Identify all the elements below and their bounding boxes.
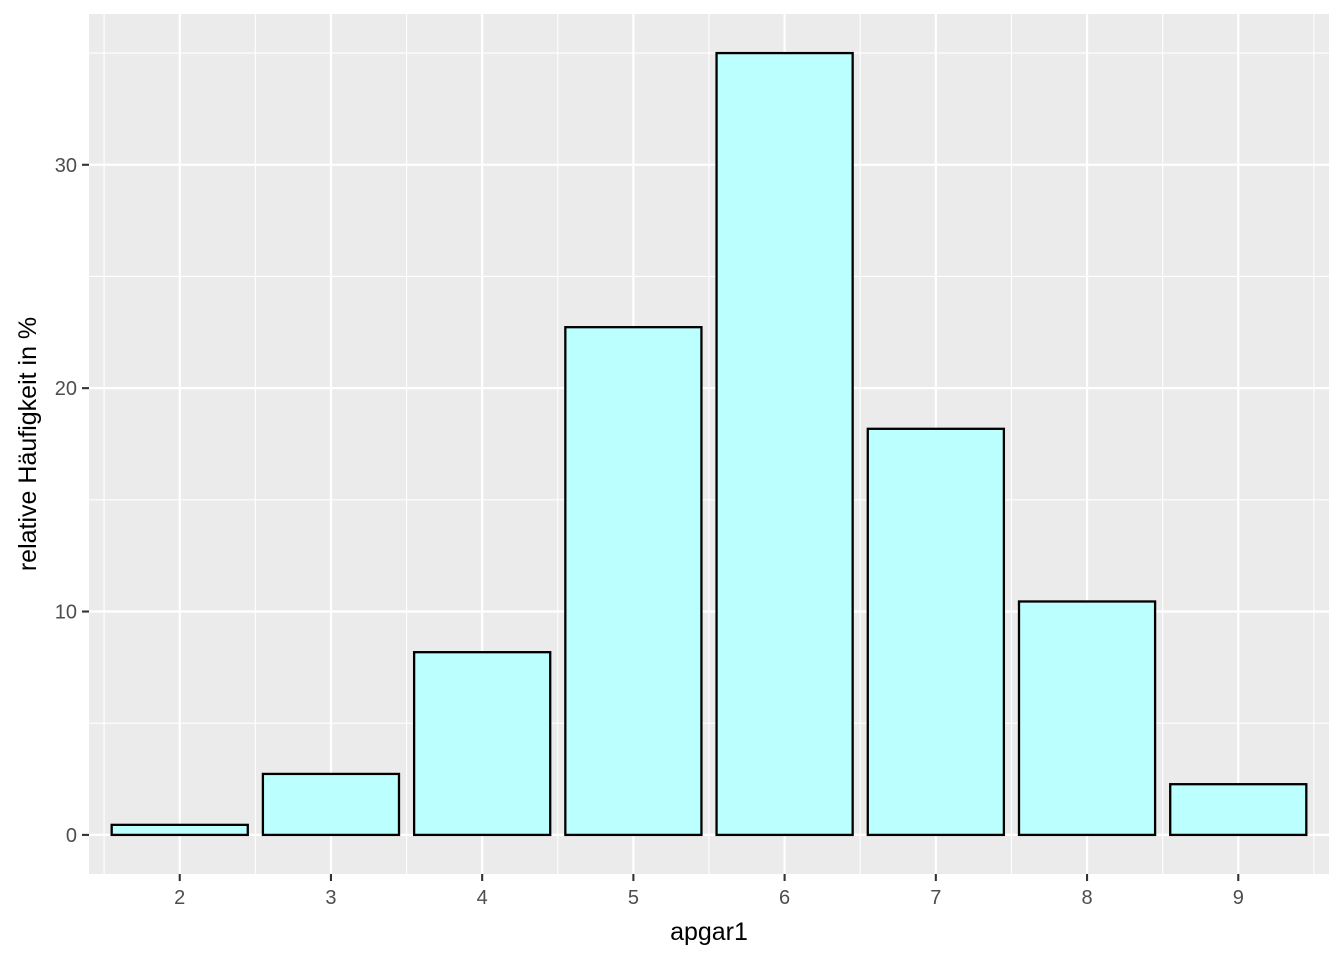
- bar: [110, 823, 249, 837]
- x-axis: 2 3 4 5 6 7 8 9: [174, 874, 1244, 909]
- y-axis: 0 10 20 30: [55, 155, 89, 847]
- x-tick-label: 5: [628, 887, 639, 909]
- x-tick-label: 3: [325, 887, 336, 909]
- x-tick-label: 2: [174, 887, 185, 909]
- x-tick-label: 4: [477, 887, 488, 909]
- x-axis-title: apgar1: [670, 918, 748, 946]
- y-tick-label: 10: [55, 602, 77, 624]
- y-tick-label: 30: [55, 155, 77, 177]
- bar: [866, 427, 1006, 837]
- x-tick-label: 7: [930, 887, 941, 909]
- x-tick-label: 8: [1081, 887, 1092, 909]
- x-tick-label: 9: [1233, 887, 1244, 909]
- bar: [564, 326, 703, 837]
- bar: [261, 772, 401, 837]
- bar: [412, 651, 552, 837]
- bar: [1169, 783, 1308, 837]
- y-axis-title: relative Häufigkeit in %: [14, 317, 42, 571]
- x-tick-label: 6: [779, 887, 790, 909]
- bar: [715, 51, 854, 837]
- bars: [110, 51, 1308, 837]
- y-tick-label: 20: [55, 378, 77, 400]
- y-tick-label: 0: [66, 825, 77, 847]
- bar: [1017, 600, 1157, 837]
